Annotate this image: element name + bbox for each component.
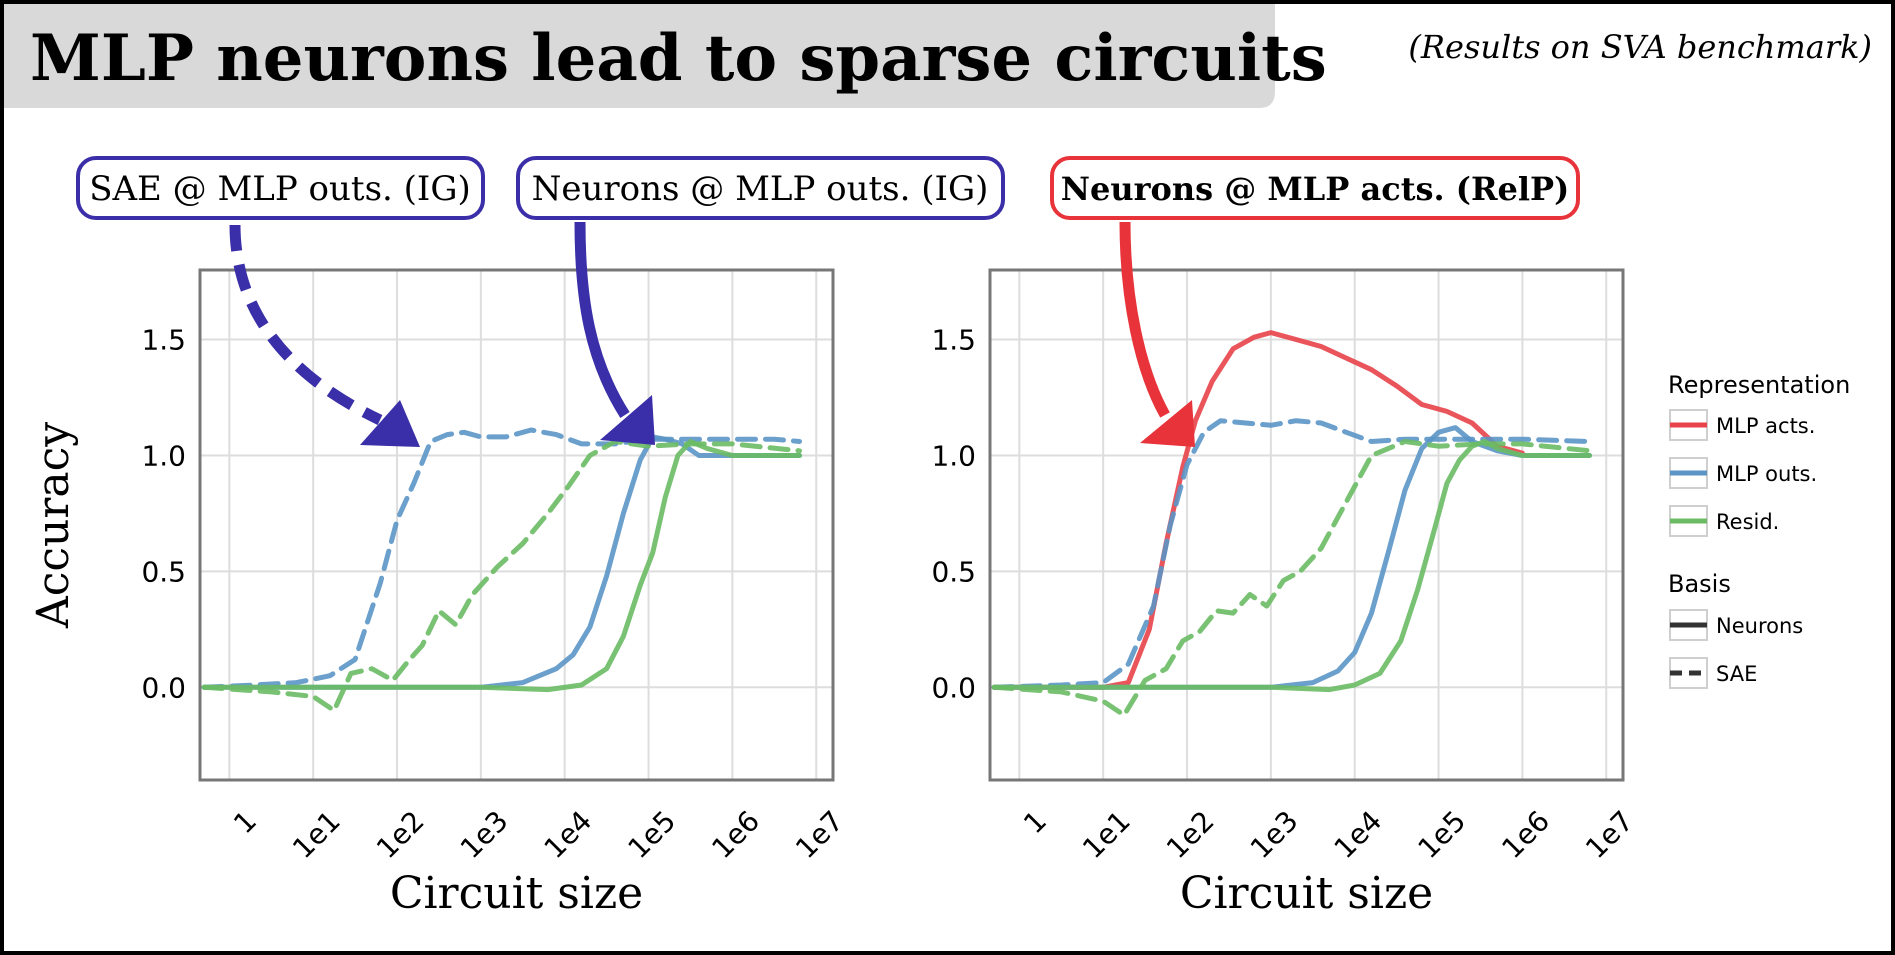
callout-box bbox=[76, 156, 485, 220]
legend: Representation MLP acts. MLP outs. Resid… bbox=[1668, 371, 1850, 689]
y-axis-label: Accuracy bbox=[28, 422, 79, 629]
legend-item-sae: SAE bbox=[1669, 657, 1757, 689]
series-group bbox=[991, 330, 1592, 718]
annotation-arrows bbox=[229, 221, 1195, 447]
y-tick-label: 0.0 bbox=[141, 671, 186, 704]
arrow-head-sae-mlp-outs bbox=[360, 400, 420, 447]
arrow-neurons-mlp-outs bbox=[574, 221, 630, 418]
arrow-head-neurons-mlp-acts bbox=[1140, 400, 1195, 447]
legend-label: MLP acts. bbox=[1716, 414, 1815, 438]
series-group bbox=[201, 427, 802, 713]
callout-text: Neurons @ MLP outs. (IG) bbox=[532, 169, 989, 209]
arrow-sae-mlp-outs bbox=[229, 224, 383, 425]
legend-item-neurons: Neurons bbox=[1669, 609, 1803, 641]
y-tick-label: 0.5 bbox=[141, 555, 186, 588]
plot-frame bbox=[988, 268, 1625, 782]
x-axis-label: Circuit size bbox=[390, 868, 643, 919]
series-line-sae-resid bbox=[201, 439, 802, 713]
y-tick-label: 0.0 bbox=[931, 671, 976, 704]
figure-title: MLP neurons lead to sparse circuits bbox=[30, 21, 1327, 96]
series-line-neurons-resid bbox=[991, 439, 1592, 693]
legend-item-mlp-acts: MLP acts. bbox=[1669, 409, 1815, 441]
series-line-sae-resid bbox=[991, 439, 1592, 718]
legend-label: SAE bbox=[1716, 662, 1757, 686]
series-line-neurons-resid bbox=[201, 439, 802, 693]
y-tick-label: 1.0 bbox=[141, 439, 186, 472]
callout-text: SAE @ MLP outs. (IG) bbox=[89, 169, 471, 209]
y-tick-label: 1.0 bbox=[931, 439, 976, 472]
y-tick-label: 1.5 bbox=[141, 324, 186, 357]
figure-subtitle: (Results on SVA benchmark) bbox=[1408, 28, 1872, 66]
callout-text: Neurons @ MLP acts. (RelP) bbox=[1061, 170, 1570, 208]
callout-box bbox=[1050, 156, 1580, 220]
legend-representation-title: Representation bbox=[1668, 371, 1850, 399]
title-banner bbox=[4, 4, 1275, 108]
arrow-neurons-mlp-acts bbox=[1119, 221, 1170, 418]
legend-label: Resid. bbox=[1716, 510, 1779, 534]
callout-box bbox=[516, 156, 1005, 220]
callout-neurons-mlp-acts: Neurons @ MLP acts. (RelP) bbox=[1050, 156, 1580, 220]
callout-sae-mlp-outs: SAE @ MLP outs. (IG) bbox=[76, 156, 485, 220]
y-tick-label: 0.5 bbox=[931, 555, 976, 588]
legend-label: Neurons bbox=[1716, 614, 1803, 638]
y-tick-label: 1.5 bbox=[931, 324, 976, 357]
arrow-head-neurons-mlp-outs bbox=[600, 395, 655, 445]
callout-neurons-mlp-outs: Neurons @ MLP outs. (IG) bbox=[516, 156, 1005, 220]
legend-item-mlp-outs: MLP outs. bbox=[1669, 457, 1817, 489]
legend-label: MLP outs. bbox=[1716, 462, 1817, 486]
x-axis-label: Circuit size bbox=[1180, 868, 1433, 919]
legend-basis-title: Basis bbox=[1668, 570, 1731, 598]
legend-item-resid: Resid. bbox=[1669, 505, 1779, 537]
plot-frame bbox=[198, 268, 835, 782]
